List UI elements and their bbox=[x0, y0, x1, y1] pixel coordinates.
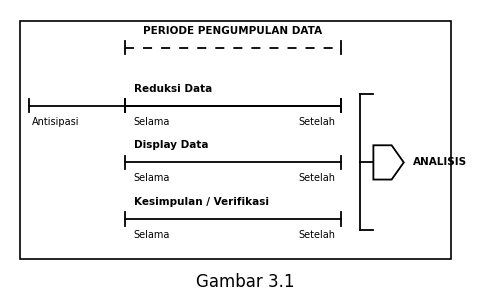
Text: ANALISIS: ANALISIS bbox=[413, 157, 466, 167]
Text: Reduksi Data: Reduksi Data bbox=[134, 84, 212, 94]
Text: Setelah: Setelah bbox=[298, 117, 336, 127]
Text: Selama: Selama bbox=[134, 117, 170, 127]
Text: Antisipasi: Antisipasi bbox=[32, 117, 79, 127]
Text: Gambar 3.1: Gambar 3.1 bbox=[196, 273, 294, 291]
Text: Selama: Selama bbox=[134, 173, 170, 184]
Text: Kesimpulan / Verifikasi: Kesimpulan / Verifikasi bbox=[134, 197, 269, 207]
Text: Setelah: Setelah bbox=[298, 230, 336, 240]
Text: Setelah: Setelah bbox=[298, 173, 336, 184]
Polygon shape bbox=[373, 145, 404, 179]
Text: PERIODE PENGUMPULAN DATA: PERIODE PENGUMPULAN DATA bbox=[143, 26, 322, 36]
Text: Display Data: Display Data bbox=[134, 140, 208, 150]
Text: Selama: Selama bbox=[134, 230, 170, 240]
